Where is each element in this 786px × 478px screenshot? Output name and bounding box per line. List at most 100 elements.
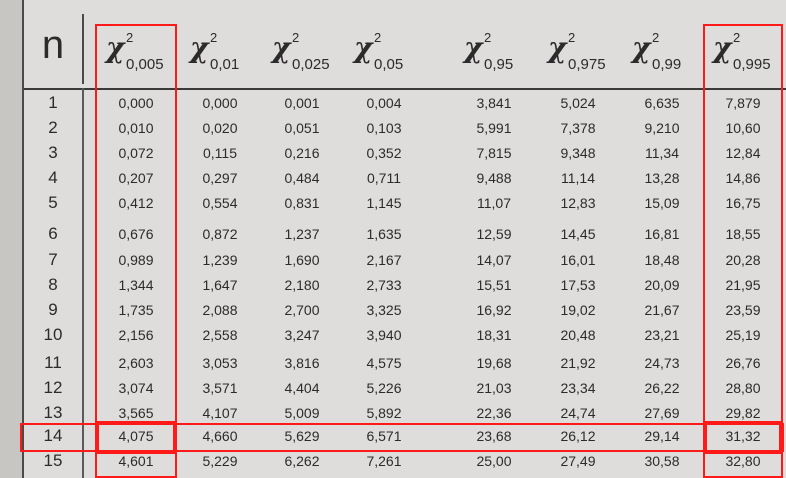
superscript: 2	[652, 30, 660, 45]
highlight-column-0-005	[95, 24, 177, 478]
chi-square-table-page	[22, 0, 786, 478]
chi-symbol: χ	[548, 31, 567, 64]
table-cell: 1,145	[366, 195, 402, 211]
table-cell: 2,700	[284, 302, 320, 318]
table-cell: 0,216	[284, 145, 320, 161]
subscript: 0,005	[126, 56, 164, 73]
row-n-14: 14	[43, 426, 63, 445]
row-n-11: 11	[44, 353, 62, 372]
table-cell: 2,167	[366, 252, 402, 268]
table-cell: 0,484	[284, 170, 320, 186]
row-n-3: 3	[48, 143, 58, 162]
row-n-7: 7	[48, 250, 58, 269]
subscript: 0,995	[733, 56, 771, 73]
table-cell: 0,000	[202, 95, 238, 111]
page-margin	[0, 0, 22, 478]
row-n-2: 2	[48, 118, 58, 137]
table-cell: 18,48	[644, 252, 680, 268]
row-n-15: 15	[43, 451, 63, 470]
table-cell: 16,75	[725, 195, 761, 211]
table-cell: 7,378	[560, 120, 596, 136]
row-n-5: 5	[48, 193, 58, 212]
chi-symbol: χ	[354, 31, 373, 64]
table-cell: 25,00	[476, 453, 512, 469]
table-cell: 0,207	[118, 170, 154, 186]
table-cell: 7,879	[725, 95, 761, 111]
table-cell: 20,09	[644, 277, 680, 293]
table-cell: 16,01	[560, 252, 596, 268]
superscript: 2	[484, 30, 492, 45]
column-header-5: χ 2 0,975	[548, 30, 608, 80]
table-cell: 28,80	[725, 380, 761, 396]
table-cell: 26,76	[725, 355, 761, 371]
table-cell: 27,49	[560, 453, 596, 469]
table-cell: 19,02	[560, 302, 596, 318]
row-n-1: 1	[48, 93, 58, 112]
table-cell: 0,000	[118, 95, 154, 111]
table-cell: 0,831	[284, 195, 320, 211]
table-cell: 29,82	[725, 405, 761, 421]
table-cell: 5,991	[476, 120, 512, 136]
table-header-row: n	[24, 0, 786, 90]
row-n-6: 6	[48, 224, 58, 243]
table-cell: 5,024	[560, 95, 596, 111]
table-cell: 6,571	[366, 428, 402, 444]
table-cell: 14,45	[560, 226, 596, 242]
table-cell: 24,74	[560, 405, 596, 421]
table-cell: 0,020	[202, 120, 238, 136]
highlight-cell-14-0-005	[95, 421, 177, 454]
table-cell: 31,32	[725, 428, 761, 444]
table-cell: 5,229	[202, 453, 238, 469]
table-cell: 0,010	[118, 120, 154, 136]
table-cell: 3,816	[284, 355, 320, 371]
table-cell: 21,92	[560, 355, 596, 371]
row-n-8: 8	[48, 275, 58, 294]
subscript: 0,95	[484, 56, 514, 73]
table-cell: 7,815	[476, 145, 512, 161]
table-cell: 4,660	[202, 428, 238, 444]
column-header-6: χ 2 0,99	[632, 30, 692, 80]
table-cell: 1,237	[284, 226, 320, 242]
table-cell: 9,348	[560, 145, 596, 161]
table-cell: 9,488	[476, 170, 512, 186]
subscript: 0,05	[374, 56, 404, 73]
superscript: 2	[210, 30, 218, 45]
highlight-cell-14-0-995	[703, 421, 783, 454]
table-cell: 0,103	[366, 120, 402, 136]
table-cell: 2,156	[118, 327, 154, 343]
table-cell: 29,14	[644, 428, 680, 444]
table-cell: 6,262	[284, 453, 320, 469]
table-cell: 2,558	[202, 327, 238, 343]
subscript: 0,025	[292, 56, 330, 73]
table-cell: 3,940	[366, 327, 402, 343]
table-cell: 6,635	[644, 95, 680, 111]
table-cell: 18,55	[725, 226, 761, 242]
table-cell: 1,647	[202, 277, 238, 293]
row-n-4: 4	[48, 168, 58, 187]
table-cell: 4,404	[284, 380, 320, 396]
table-cell: 1,635	[366, 226, 402, 242]
table-cell: 26,12	[560, 428, 596, 444]
table-cell: 10,60	[725, 120, 761, 136]
table-cell: 3,841	[476, 95, 512, 111]
table-cell: 25,19	[725, 327, 761, 343]
row-n-12: 12	[43, 378, 63, 397]
table-cell: 12,84	[725, 145, 761, 161]
table-cell: 23,59	[725, 302, 761, 318]
column-header-4: χ 2 0,95	[464, 30, 524, 80]
table-cell: 20,48	[560, 327, 596, 343]
table-cell: 0,676	[118, 226, 154, 242]
table-cell: 0,989	[118, 252, 154, 268]
table-cell: 22,36	[476, 405, 512, 421]
table-cell: 2,733	[366, 277, 402, 293]
table-cell: 5,629	[284, 428, 320, 444]
table-cell: 0,115	[203, 145, 237, 161]
table-cell: 0,072	[118, 145, 154, 161]
table-cell: 3,571	[202, 380, 238, 396]
table-cell: 30,58	[644, 453, 680, 469]
table-cell: 21,95	[725, 277, 761, 293]
table-cell: 9,210	[644, 120, 680, 136]
table-cell: 1,344	[118, 277, 154, 293]
table-cell: 15,09	[644, 195, 680, 211]
table-cell: 0,051	[284, 120, 320, 136]
